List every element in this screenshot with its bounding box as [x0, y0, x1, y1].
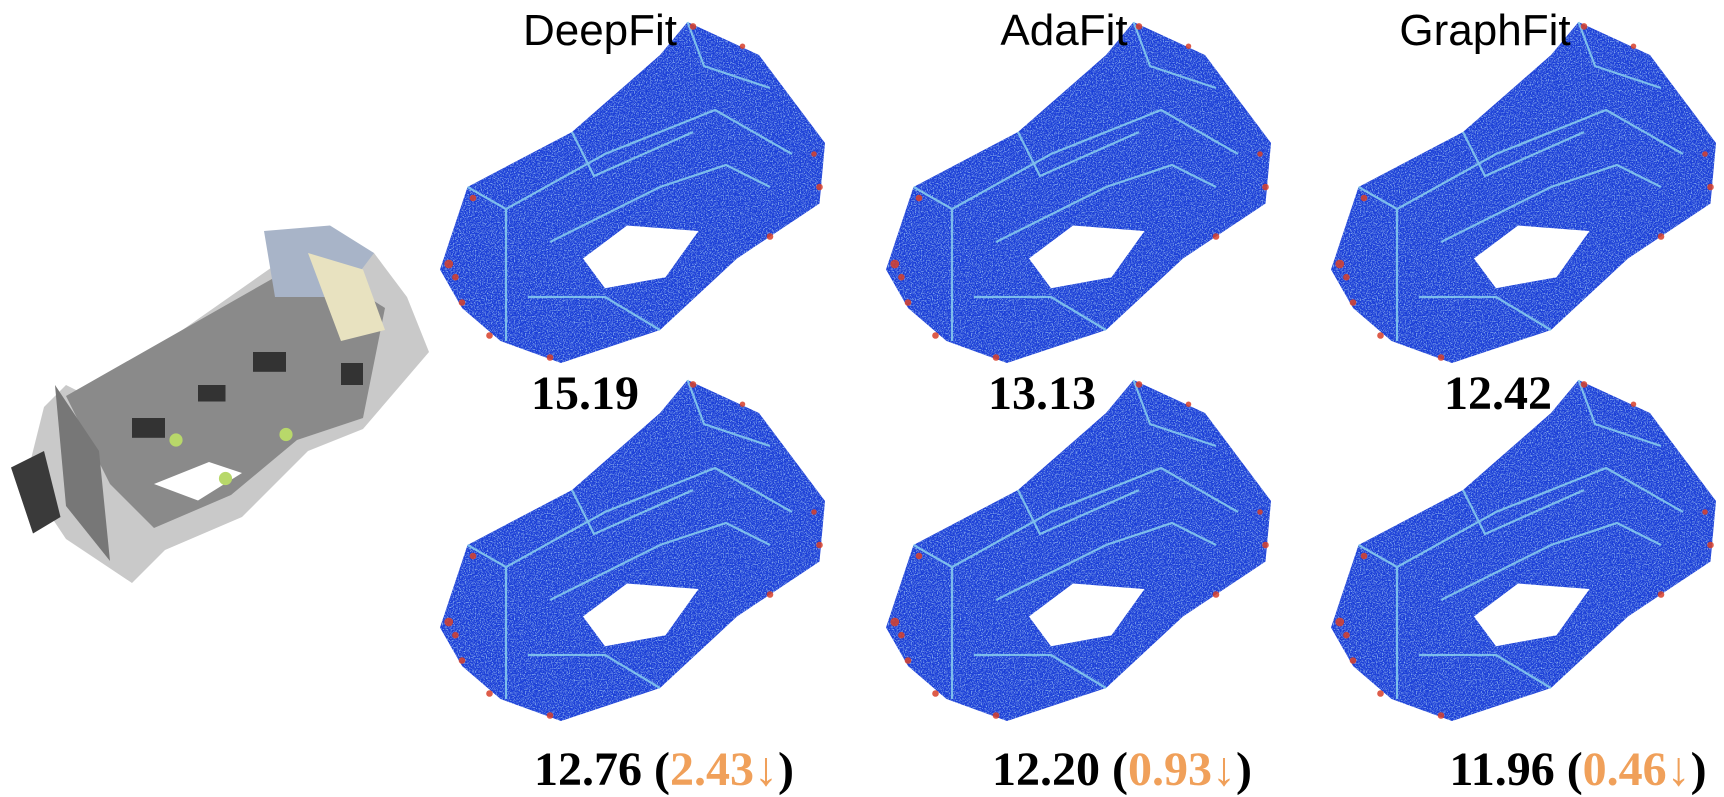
baseline-error: 13.13	[988, 366, 1096, 421]
baseline-error: 12.42	[1444, 366, 1552, 421]
error-text: )	[1236, 743, 1252, 796]
method-title: GraphFit	[1399, 6, 1570, 56]
baseline-error: 15.19	[531, 366, 639, 421]
figure: DeepFit 15.19 12.76 (2.43↓) AdaFit 13.13 12.2…	[0, 0, 1724, 797]
error-text: 12.20 (	[992, 743, 1128, 796]
method-title: AdaFit	[1000, 6, 1127, 56]
improved-error: 11.96 (0.46↓)	[1449, 742, 1706, 797]
error-reduction: 2.43↓	[670, 743, 778, 796]
error-text: )	[778, 743, 794, 796]
error-text: 11.96 (	[1449, 743, 1582, 796]
scene-render	[11, 226, 429, 584]
error-reduction: 0.46↓	[1583, 743, 1691, 796]
method-title: DeepFit	[523, 6, 677, 56]
error-text: )	[1691, 743, 1707, 796]
improved-error: 12.76 (2.43↓)	[534, 742, 794, 797]
error-text: 12.76 (	[534, 743, 670, 796]
improved-error: 12.20 (0.93↓)	[992, 742, 1252, 797]
error-reduction: 0.93↓	[1128, 743, 1236, 796]
